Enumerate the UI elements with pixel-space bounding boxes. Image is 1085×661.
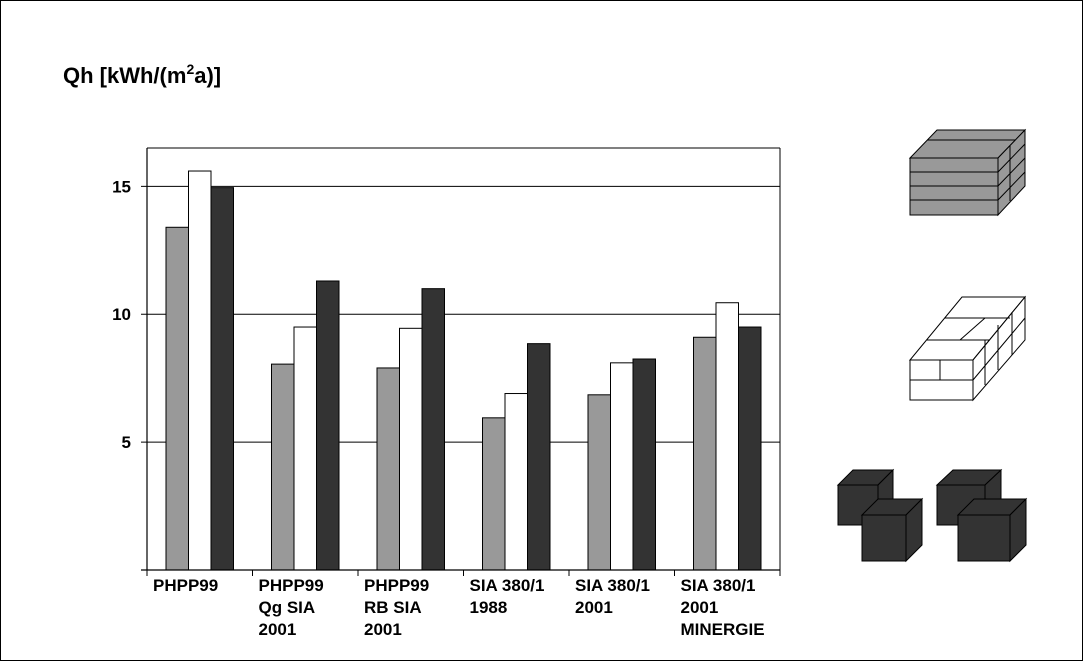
bar	[738, 326, 762, 571]
y-axis-title: Qh [kWh/(m2a)]	[63, 61, 221, 88]
category-labels: PHPP99 PHPP99 Qg SIA 2001 PHPP99 RB SIA 2001 SI…	[153, 576, 765, 639]
y-tick-labels: 5 10 15	[112, 177, 131, 452]
bar	[316, 280, 340, 571]
bar	[587, 394, 611, 571]
category-label: SIA 380/1 2001 MINERGIE	[681, 576, 765, 639]
bar	[527, 343, 551, 571]
bar	[504, 393, 528, 571]
bar	[293, 326, 317, 571]
legend	[836, 128, 1028, 563]
y-tick-label: 10	[112, 305, 131, 324]
gridlines	[147, 147, 781, 570]
bar	[188, 170, 212, 571]
bar	[399, 327, 423, 571]
bar	[421, 288, 445, 571]
row-house-building-icon	[908, 295, 1027, 402]
bar	[693, 336, 717, 571]
y-tick-label: 15	[112, 177, 131, 196]
category-label: PHPP99	[153, 576, 218, 595]
category-label: PHPP99 RB SIA 2001	[364, 576, 429, 639]
bar	[632, 358, 656, 571]
category-label: PHPP99 Qg SIA 2001	[259, 576, 324, 639]
bars	[165, 170, 762, 571]
stacked-block-building-icon	[908, 128, 1027, 217]
bar	[376, 367, 400, 571]
category-label: SIA 380/1 2001	[575, 576, 650, 617]
bar	[610, 362, 634, 571]
y-tick-label: 5	[122, 433, 131, 452]
axes	[141, 148, 781, 576]
bar	[210, 187, 234, 571]
bar	[715, 302, 739, 571]
detached-houses-building-icon	[836, 468, 1028, 563]
category-label: SIA 380/1 1988	[470, 576, 545, 617]
bar	[271, 363, 295, 571]
bar	[165, 226, 189, 571]
bar	[482, 417, 506, 571]
